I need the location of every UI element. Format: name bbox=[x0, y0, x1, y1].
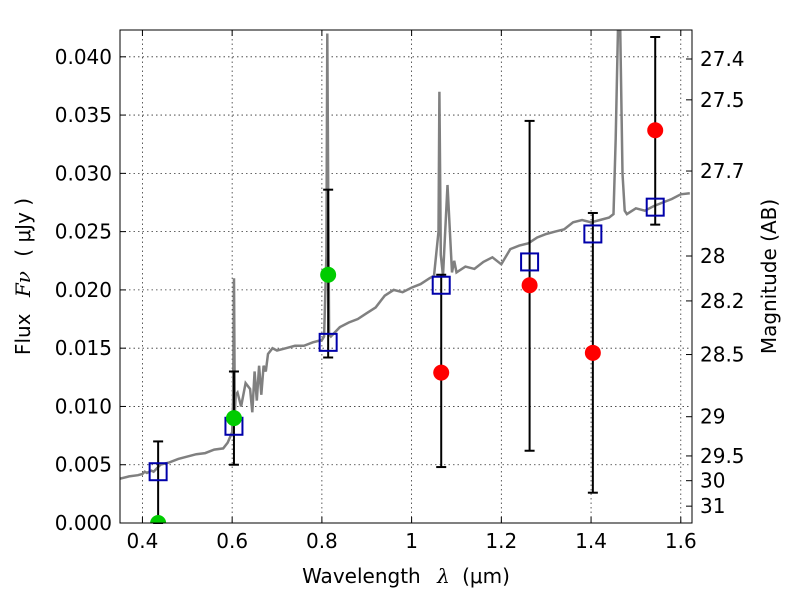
x-axis-label-symbol: λ bbox=[436, 564, 450, 588]
observed-red-point bbox=[521, 277, 538, 294]
observed-red-point bbox=[584, 344, 601, 361]
mag-tick-label: 28.5 bbox=[700, 343, 745, 367]
marker-layer bbox=[148, 122, 665, 523]
errorbar-layer bbox=[153, 35, 661, 524]
sed-model-line bbox=[120, 30, 690, 480]
mag-tick-label: 28.2 bbox=[700, 289, 745, 313]
model-photometry-point bbox=[583, 224, 603, 244]
x-tick-label: 1.4 bbox=[575, 529, 607, 553]
x-tick-label: 0.8 bbox=[306, 529, 338, 553]
observed-red-point bbox=[647, 122, 664, 139]
observed-green-point bbox=[320, 266, 337, 283]
mag-tick-label: 29.5 bbox=[700, 444, 745, 468]
y-tick-label: 0.015 bbox=[55, 336, 112, 360]
mag-tick-label: 30 bbox=[700, 469, 725, 493]
x-axis-label: Wavelength λ (μm) bbox=[302, 564, 510, 588]
y-axis-label-unit: ( μJy ) bbox=[11, 198, 35, 257]
mag-tick-label: 28 bbox=[700, 244, 725, 268]
y-tick-label: 0.035 bbox=[55, 103, 112, 127]
grid-layer bbox=[120, 30, 692, 523]
y-axis-label-text: Flux bbox=[11, 313, 35, 355]
x-axis-label-text: Wavelength bbox=[302, 564, 421, 588]
observed-green-point bbox=[150, 515, 167, 523]
y-tick-label: 0.025 bbox=[55, 220, 112, 244]
y-tick-label: 0.040 bbox=[55, 45, 112, 69]
y2-axis-label: Magnitude (AB) bbox=[757, 199, 781, 354]
y-axis-label-symbol: Fν bbox=[11, 271, 35, 298]
x-tick-label: 0.4 bbox=[127, 529, 159, 553]
y-axis-label: Flux Fν ( μJy ) bbox=[11, 198, 35, 355]
y-tick-label: 0.010 bbox=[55, 394, 112, 418]
model-photometry-point bbox=[148, 462, 168, 482]
mag-tick-label: 27.4 bbox=[700, 47, 745, 71]
sed-layer bbox=[120, 30, 690, 480]
x-tick-label: 0.6 bbox=[216, 529, 248, 553]
x-tick-label: 1.6 bbox=[665, 529, 697, 553]
model-photometry-point bbox=[520, 252, 540, 272]
model-photometry-point bbox=[318, 332, 338, 352]
y-tick-label: 0.020 bbox=[55, 278, 112, 302]
tick-layer: 0.4 0.6 0.8 1 1.2 1.4 1.6 0.000 0.005 0.010 0.015 0… bbox=[55, 30, 745, 553]
mag-tick-label: 29 bbox=[700, 405, 725, 429]
x-tick-label: 1.2 bbox=[485, 529, 517, 553]
observed-green-point bbox=[225, 410, 242, 427]
x-tick-label: 1 bbox=[405, 529, 418, 553]
y-tick-label: 0.030 bbox=[55, 161, 112, 185]
plot-frame bbox=[119, 29, 693, 524]
model-photometry-point bbox=[431, 275, 451, 295]
model-photometry-point bbox=[645, 197, 665, 217]
mag-tick-label: 27.7 bbox=[700, 159, 745, 183]
y-tick-label: 0.005 bbox=[55, 453, 112, 477]
mag-tick-label: 27.5 bbox=[700, 88, 745, 112]
y-tick-label: 0.000 bbox=[55, 511, 112, 535]
x-axis-label-unit: (μm) bbox=[462, 564, 510, 588]
observed-red-point bbox=[433, 364, 450, 381]
mag-tick-label: 31 bbox=[700, 494, 725, 518]
